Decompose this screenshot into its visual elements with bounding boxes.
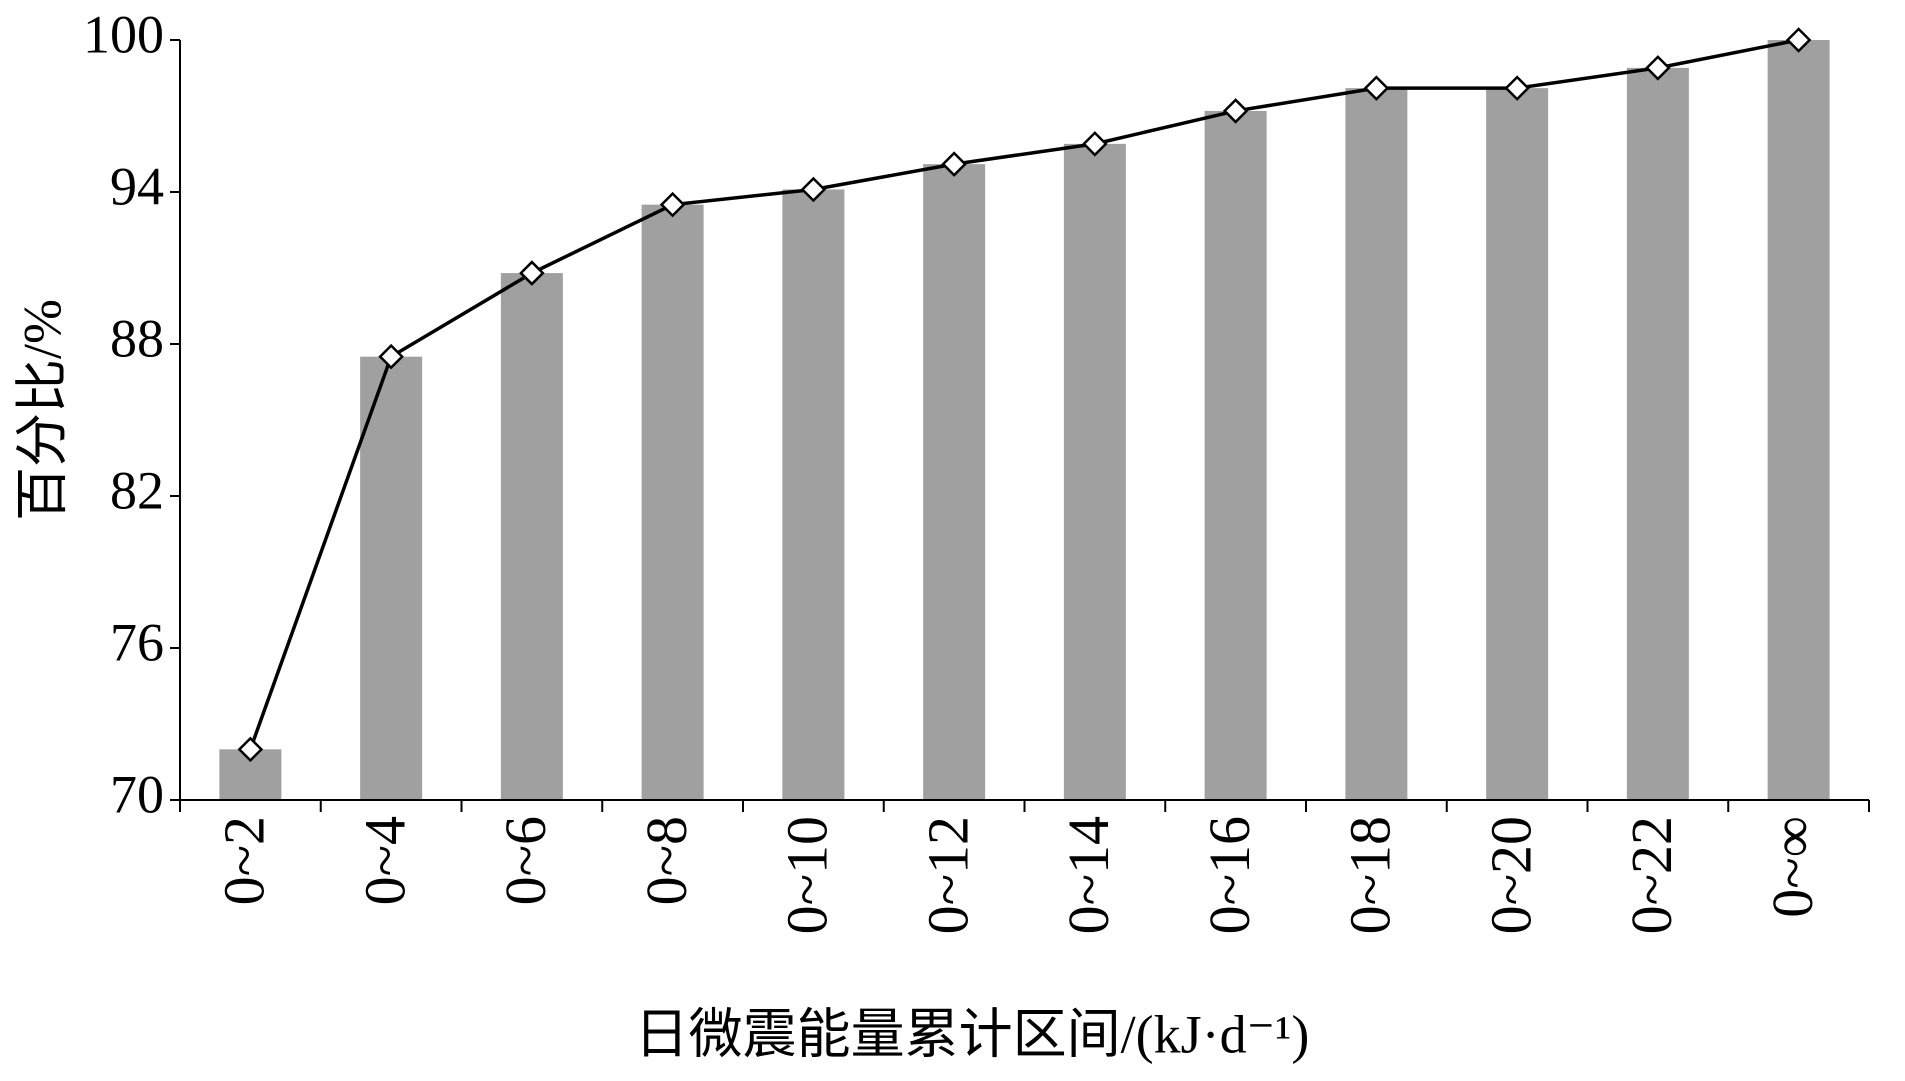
x-tick-label: 0~12 [915, 816, 980, 934]
x-axis-label: 日微震能量累计区间/(kJ·d⁻¹) [635, 1004, 1310, 1064]
marker [800, 176, 827, 203]
y-tick-label: 94 [110, 156, 164, 216]
x-tick-label: 0~2 [212, 816, 277, 905]
line [248, 38, 1799, 750]
x-tick-label: 0~10 [775, 816, 840, 934]
x-tick-label: 0~16 [1197, 816, 1262, 934]
marker [1082, 131, 1108, 157]
bar [500, 273, 563, 801]
bar [782, 189, 845, 800]
x-tick-label: 0~∞ [1760, 816, 1825, 918]
marker [1504, 75, 1530, 101]
bar [360, 356, 423, 800]
y-tick-label: 88 [110, 308, 164, 368]
marker [378, 343, 404, 370]
bar [1204, 110, 1267, 800]
marker [941, 151, 967, 177]
bar [1486, 88, 1549, 801]
x-tick-label: 0~6 [493, 816, 558, 905]
y-axis-label: 百分比/% [12, 299, 72, 521]
bar [923, 164, 986, 801]
marker [1363, 75, 1390, 101]
marker [237, 736, 264, 763]
x-tick-label: 0~18 [1338, 816, 1403, 934]
x-tick-label: 0~22 [1619, 816, 1684, 934]
bar [1626, 67, 1689, 800]
bar [641, 204, 704, 800]
y-tick-label: 100 [83, 4, 164, 64]
x-tick-label: 0~4 [352, 816, 417, 905]
x-tick-label: 0~20 [1478, 816, 1543, 934]
marker [1645, 55, 1671, 81]
marker [1785, 27, 1812, 53]
x-tick-label: 0~8 [634, 816, 699, 905]
bar [1767, 40, 1830, 800]
x-tick-label: 0~14 [1056, 816, 1121, 934]
y-tick-label: 82 [110, 460, 164, 520]
bar [1063, 143, 1126, 800]
marker [659, 191, 686, 218]
marker [519, 260, 545, 286]
marker [1222, 98, 1249, 124]
bar [1345, 88, 1408, 801]
y-tick-label: 70 [110, 764, 164, 824]
y-tick-label: 76 [110, 612, 164, 672]
